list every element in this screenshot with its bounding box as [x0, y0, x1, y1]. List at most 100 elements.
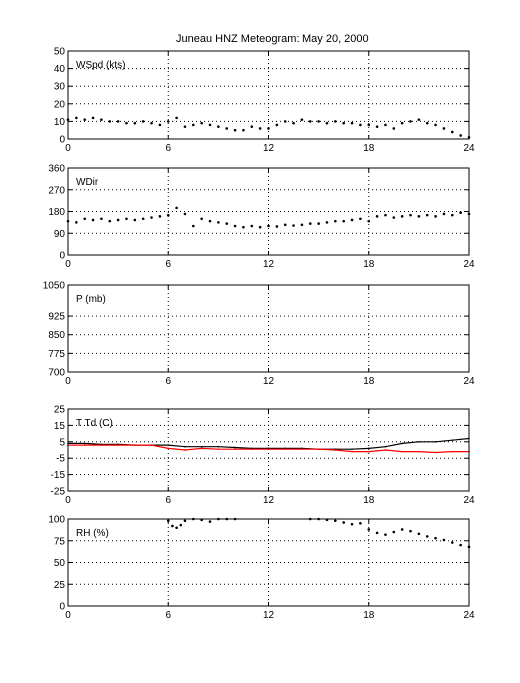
y-tick-label: -25 — [51, 487, 66, 498]
panel-t-td-c: 0 6 12 18 24 -25 -15 -5 5 15 25 T Td (C) — [51, 405, 475, 507]
data-point — [342, 219, 345, 223]
data-point — [351, 448, 353, 450]
data-point — [158, 123, 162, 127]
data-point — [392, 216, 396, 219]
data-point — [75, 221, 78, 224]
data-point — [250, 448, 253, 450]
data-point — [234, 446, 236, 449]
data-point — [425, 121, 429, 125]
data-point — [434, 215, 437, 218]
y-tick-label: 775 — [48, 349, 65, 360]
x-tick-label: 0 — [65, 376, 71, 387]
data-point — [367, 528, 371, 531]
data-point — [350, 218, 354, 222]
data-point — [418, 450, 420, 453]
data-point — [334, 449, 337, 451]
data-point — [225, 127, 229, 130]
y-tick-label: 90 — [54, 229, 66, 240]
data-point — [283, 223, 287, 227]
data-point — [350, 121, 354, 125]
x-tick-label: 6 — [165, 376, 171, 387]
data-point — [200, 217, 203, 221]
data-point — [367, 219, 371, 223]
data-point — [375, 125, 379, 128]
data-point — [384, 533, 387, 536]
panel-label: T Td (C) — [76, 418, 113, 429]
data-point — [400, 215, 404, 218]
data-point — [384, 445, 387, 448]
x-tick-label: 12 — [263, 610, 275, 621]
data-point — [217, 221, 220, 224]
data-point — [100, 217, 103, 221]
data-point — [242, 128, 245, 132]
panel-label: WDir — [76, 177, 99, 188]
data-point — [292, 121, 295, 125]
data-point — [100, 118, 103, 121]
data-point — [384, 123, 387, 127]
panel-label: P (mb) — [76, 294, 106, 305]
y-tick-label: 0 — [59, 602, 65, 613]
x-tick-label: 24 — [463, 610, 475, 621]
y-tick-label: 75 — [54, 536, 66, 547]
y-tick-label: 15 — [54, 421, 66, 432]
data-point — [400, 121, 404, 125]
data-point — [234, 448, 236, 450]
data-point — [418, 441, 420, 443]
data-point — [267, 224, 270, 228]
y-tick-label: 10 — [54, 117, 66, 128]
y-tick-label: 0 — [59, 251, 65, 262]
data-point — [100, 444, 103, 446]
data-point — [442, 538, 446, 542]
data-point — [359, 217, 362, 221]
data-point — [283, 120, 287, 123]
y-tick-label: 20 — [54, 99, 66, 110]
y-tick-label: 850 — [48, 330, 65, 341]
x-tick-label: 0 — [65, 495, 71, 506]
data-point — [301, 448, 303, 450]
data-point — [192, 123, 195, 127]
y-tick-label: 25 — [54, 580, 66, 591]
x-tick-label: 6 — [165, 495, 171, 506]
data-point — [267, 127, 270, 130]
data-point — [342, 121, 345, 125]
data-point — [459, 211, 462, 215]
data-point — [179, 523, 183, 527]
data-point — [442, 127, 446, 130]
data-point — [200, 121, 203, 125]
data-point — [258, 127, 262, 130]
data-point — [317, 448, 320, 450]
y-tick-label: 925 — [48, 312, 65, 323]
data-point — [451, 450, 454, 453]
data-point — [158, 215, 162, 218]
data-point — [133, 218, 137, 222]
data-point — [417, 532, 421, 536]
data-point — [217, 445, 220, 448]
data-point — [150, 121, 153, 125]
data-point — [359, 522, 362, 525]
y-tick-label: 30 — [54, 82, 66, 93]
data-point — [117, 444, 119, 446]
data-point — [83, 217, 87, 221]
data-point — [175, 116, 178, 120]
data-point — [334, 519, 337, 523]
data-point — [83, 442, 86, 445]
data-point — [250, 125, 254, 128]
data-point — [342, 521, 345, 524]
x-tick-label: 0 — [65, 610, 71, 621]
data-point — [325, 221, 329, 224]
data-point — [409, 529, 412, 533]
x-tick-label: 24 — [463, 376, 475, 387]
data-point — [367, 123, 371, 127]
data-point — [108, 219, 112, 223]
x-tick-label: 18 — [363, 259, 375, 270]
data-point — [171, 524, 174, 528]
data-point — [300, 118, 304, 121]
data-point — [434, 536, 437, 540]
y-tick-label: 270 — [48, 185, 65, 196]
x-tick-label: 18 — [363, 610, 375, 621]
data-point — [367, 447, 370, 450]
data-point — [91, 116, 95, 120]
data-point — [459, 543, 462, 547]
x-tick-label: 0 — [65, 143, 71, 154]
